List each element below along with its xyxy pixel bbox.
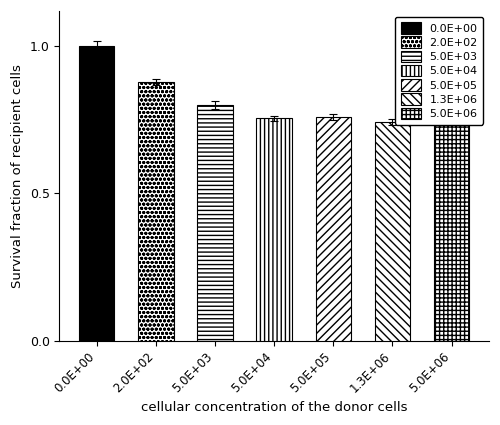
Bar xyxy=(79,46,114,340)
X-axis label: cellular concentration of the donor cells: cellular concentration of the donor cell… xyxy=(141,401,407,414)
Bar xyxy=(374,122,410,340)
Bar xyxy=(197,105,232,340)
Y-axis label: Survival fraction of recipient cells: Survival fraction of recipient cells xyxy=(11,64,24,288)
Bar xyxy=(256,119,292,340)
Bar xyxy=(138,82,173,340)
Bar xyxy=(434,107,470,340)
Legend: 0.0E+00, 2.0E+02, 5.0E+03, 5.0E+04, 5.0E+05, 1.3E+06, 5.0E+06: 0.0E+00, 2.0E+02, 5.0E+03, 5.0E+04, 5.0E… xyxy=(395,17,484,125)
Bar xyxy=(316,117,351,340)
